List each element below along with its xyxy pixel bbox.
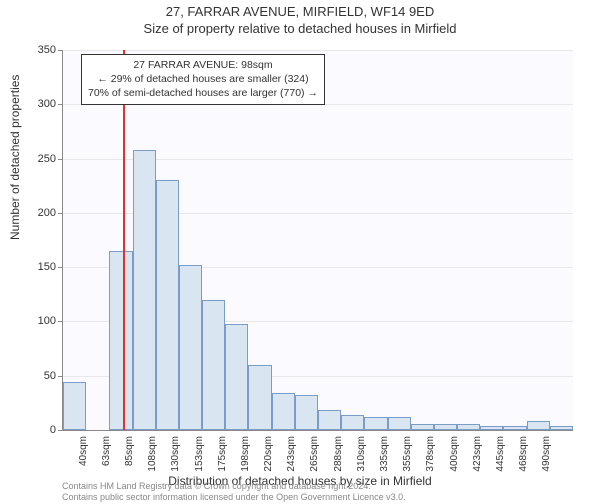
- y-tick-label: 50: [26, 370, 56, 382]
- x-tick-label: 355sqm: [402, 436, 413, 476]
- histogram-bar: [63, 382, 86, 430]
- histogram-bar: [225, 324, 248, 430]
- x-tick-label: 423sqm: [472, 436, 483, 476]
- y-tick-label: 350: [26, 44, 56, 56]
- annotation-line: 70% of semi-detached houses are larger (…: [88, 86, 318, 100]
- histogram-bar: [364, 417, 387, 430]
- y-axis-label: Number of detached properties: [8, 75, 22, 240]
- histogram-bar: [109, 251, 132, 430]
- histogram-bar: [388, 417, 411, 430]
- histogram-bar: [434, 424, 457, 431]
- histogram-chart: 27 FARRAR AVENUE: 98sqm← 29% of detached…: [62, 50, 573, 431]
- histogram-bar: [295, 395, 318, 430]
- histogram-bar: [133, 150, 156, 430]
- histogram-bar: [457, 424, 480, 431]
- property-marker-line: [123, 50, 125, 430]
- histogram-bar: [480, 426, 503, 430]
- x-tick-label: 175sqm: [217, 436, 228, 476]
- y-tick-label: 150: [26, 261, 56, 273]
- y-tick-label: 100: [26, 315, 56, 327]
- page-title: 27, FARRAR AVENUE, MIRFIELD, WF14 9ED: [0, 4, 600, 19]
- x-tick-label: 153sqm: [194, 436, 205, 476]
- annotation-line: ← 29% of detached houses are smaller (32…: [88, 72, 318, 86]
- histogram-bar: [550, 426, 573, 430]
- histogram-bar: [156, 180, 179, 430]
- x-tick-label: 490sqm: [541, 436, 552, 476]
- x-tick-label: 378sqm: [425, 436, 436, 476]
- histogram-bar: [318, 410, 341, 430]
- x-tick-label: 243sqm: [286, 436, 297, 476]
- x-tick-label: 400sqm: [449, 436, 460, 476]
- y-tick-label: 300: [26, 98, 56, 110]
- x-tick-label: 130sqm: [170, 436, 181, 476]
- x-tick-label: 40sqm: [78, 436, 89, 476]
- x-tick-label: 468sqm: [518, 436, 529, 476]
- y-tick-label: 250: [26, 153, 56, 165]
- x-tick-label: 85sqm: [124, 436, 135, 476]
- histogram-bar: [527, 421, 550, 430]
- x-tick-label: 108sqm: [147, 436, 158, 476]
- histogram-bar: [503, 426, 526, 430]
- y-tick-label: 0: [26, 424, 56, 436]
- x-tick-label: 63sqm: [101, 436, 112, 476]
- histogram-bar: [272, 393, 295, 430]
- annotation-box: 27 FARRAR AVENUE: 98sqm← 29% of detached…: [81, 54, 325, 105]
- histogram-bar: [411, 424, 434, 431]
- histogram-bar: [202, 300, 225, 430]
- x-tick-label: 198sqm: [240, 436, 251, 476]
- histogram-bar: [248, 365, 271, 430]
- page-subtitle: Size of property relative to detached ho…: [0, 21, 600, 36]
- x-tick-label: 335sqm: [379, 436, 390, 476]
- footer-line: Contains HM Land Registry data © Crown c…: [62, 481, 406, 492]
- histogram-bar: [341, 415, 364, 430]
- annotation-line: 27 FARRAR AVENUE: 98sqm: [88, 58, 318, 72]
- footer-line: Contains public sector information licen…: [62, 492, 406, 503]
- x-tick-label: 288sqm: [333, 436, 344, 476]
- x-tick-label: 445sqm: [495, 436, 506, 476]
- histogram-bar: [179, 265, 202, 430]
- y-tick-label: 200: [26, 207, 56, 219]
- x-tick-label: 310sqm: [356, 436, 367, 476]
- x-tick-label: 265sqm: [309, 436, 320, 476]
- x-tick-label: 220sqm: [263, 436, 274, 476]
